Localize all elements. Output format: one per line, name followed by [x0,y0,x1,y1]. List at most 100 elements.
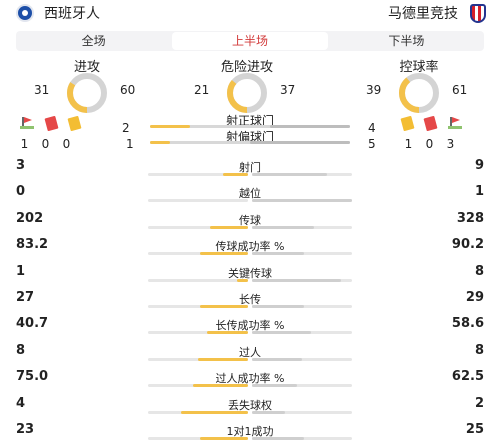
stat-label: 关键传球 [228,267,272,280]
stat-row: 8 过人 8 [0,343,500,369]
stat-away-bar [252,279,341,282]
shots-on-target-label: 射正球门 [225,114,274,128]
stat-label: 丢失球权 [228,399,272,412]
stat-row: 1 关键传球 8 [0,264,500,290]
stat-away-value: 8 [474,343,484,358]
ring-away-value: 60 [120,83,136,97]
away-red-cards: 0 [425,137,434,151]
stat-away-value: 62.5 [451,369,484,384]
stat-away-track [252,252,352,255]
stat-label: 1对1成功 [226,425,274,438]
espanyol-badge-icon [16,4,34,22]
ring-away-value: 61 [452,83,468,97]
tab-first-half[interactable]: 上半场 [172,32,328,50]
stat-home-bar [207,331,248,334]
stat-row: 0 越位 1 [0,184,500,210]
stat-away-bar [252,305,304,308]
stat-away-bar [252,226,314,229]
stat-away-value: 25 [465,422,484,437]
yellow-card-icon [400,115,415,132]
shots-off-target-away-bar [250,141,350,144]
stat-away-track [252,437,352,440]
ring-stat: 控球率 39 61 [354,56,484,113]
stat-away-bar [252,437,304,440]
ring-chart [399,73,439,113]
stat-home-track [148,252,248,255]
stat-home-value: 1 [16,264,26,279]
stat-home-value: 3 [16,158,26,173]
stat-home-track [148,437,248,440]
stat-row: 75.0 过人成功率 % 62.5 [0,369,500,395]
home-red-cards: 0 [41,137,50,151]
stat-label: 长传 [239,293,261,306]
stat-away-bar [252,173,327,176]
away-corners: 3 [446,137,455,151]
stat-away-track [252,279,352,282]
stat-away-value: 328 [456,211,484,226]
stat-home-value: 23 [16,422,35,437]
stat-away-bar [252,384,297,387]
stat-home-track [148,199,248,202]
away-card-counts: 1 0 3 [398,137,461,151]
stat-away-bar [252,411,285,414]
stat-home-bar [200,252,248,255]
home-team[interactable]: 西班牙人 [16,3,100,23]
ring-title: 控球率 [399,60,439,75]
stat-home-value: 83.2 [16,237,49,252]
stat-home-track [148,305,248,308]
stat-row: 83.2 传球成功率 % 90.2 [0,237,500,263]
stat-label: 过人成功率 % [215,372,285,385]
ring-title: 危险进攻 [220,60,273,75]
corner-flag-icon [20,117,34,129]
shots-off-target-home-bar [150,141,170,144]
away-card-icons [400,115,462,132]
stat-home-bar [193,384,248,387]
home-card-icons [20,115,82,132]
stat-home-value: 0 [16,184,26,199]
stat-away-value: 8 [474,264,484,279]
stat-label: 传球成功率 % [215,240,285,253]
stat-away-track [252,411,352,414]
stat-home-value: 202 [16,211,44,226]
ring-home-arc [67,73,107,113]
away-shots-off-target: 5 [368,137,376,151]
away-yellow-cards: 1 [404,137,413,151]
stat-home-bar [237,279,248,282]
stat-label: 射门 [239,161,261,174]
away-team[interactable]: 马德里竞技 [388,3,486,23]
stat-row: 40.7 长传成功率 % 58.6 [0,316,500,342]
ring-home-value: 21 [194,83,210,97]
period-tabs: 全场 上半场 下半场 [16,31,484,51]
stat-away-track [252,199,352,202]
stat-home-bar [200,305,248,308]
shots-on-target-away-bar [270,125,350,128]
ring-home-arc [227,73,267,113]
stat-away-value: 9 [474,158,484,173]
ring-home-arc [399,73,439,113]
shots-off-target-track [150,141,350,144]
stat-away-value: 29 [465,290,484,305]
stat-away-track [252,173,352,176]
stat-home-track [148,279,248,282]
shots-on-target-track [150,125,350,128]
atletico-badge-icon [470,3,486,23]
corner-flag-icon [448,117,462,129]
stat-home-track [148,358,248,361]
tab-second-half[interactable]: 下半场 [388,34,425,48]
stat-away-track [252,305,352,308]
ring-home-value: 31 [34,83,50,97]
tab-full-match[interactable]: 全场 [81,34,106,48]
stat-home-track [148,384,248,387]
stat-home-bar [210,226,248,229]
ring-stat: 危险进攻 21 37 [182,56,312,113]
stat-row: 3 射门 9 [0,158,500,184]
stat-home-bar [198,358,248,361]
stat-row: 23 1对1成功 25 [0,422,500,440]
yellow-card-icon [67,115,82,132]
stat-away-track [252,384,352,387]
home-card-counts: 1 0 0 [14,137,77,151]
stat-home-bar [223,173,248,176]
away-shots-on-target: 4 [368,121,376,135]
stat-home-track [148,226,248,229]
stat-home-value: 75.0 [16,369,49,384]
